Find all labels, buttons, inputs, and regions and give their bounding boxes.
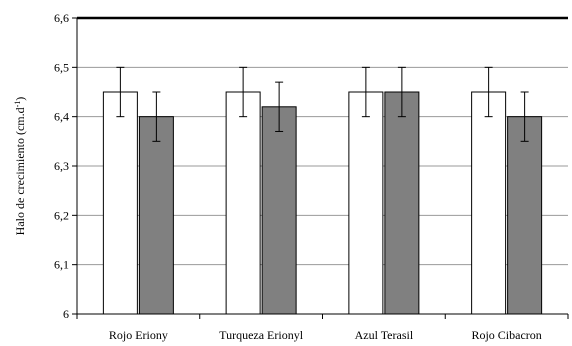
y-tick-label: 6 — [63, 307, 69, 321]
category-labels: Rojo Eriony Turqueza Erionyl Azul Terasil R… — [109, 328, 542, 342]
y-axis-label-close: ) — [13, 97, 27, 101]
bar — [261, 106, 297, 315]
category-label: Rojo Cibacron — [471, 328, 541, 342]
y-axis-label-unit-exponent: -1 — [13, 101, 22, 108]
bar — [225, 91, 261, 315]
category-label: Azul Terasil — [355, 328, 414, 342]
y-tick-label: 6,2 — [54, 208, 69, 222]
y-tick-label: 6,1 — [54, 258, 69, 272]
bar — [507, 116, 543, 315]
y-axis-label: Halo de crecimiento (cm.d-1) — [13, 97, 27, 236]
y-tick-label: 6,3 — [54, 159, 69, 173]
axes — [76, 16, 569, 319]
bar — [138, 116, 174, 315]
bar — [471, 91, 507, 315]
y-tick-label: 6,5 — [54, 60, 69, 74]
error-bars — [116, 66, 529, 142]
y-tick-labels: 6 6,1 6,2 6,3 6,4 6,5 6,6 — [54, 11, 69, 321]
bar — [384, 91, 420, 315]
category-label: Rojo Eriony — [109, 328, 168, 342]
category-label: Turqueza Erionyl — [219, 328, 304, 342]
bar — [348, 91, 384, 315]
bar — [102, 91, 138, 315]
y-tick-label: 6,4 — [54, 110, 69, 124]
bars — [102, 91, 543, 315]
y-tick-label: 6,6 — [54, 11, 69, 25]
